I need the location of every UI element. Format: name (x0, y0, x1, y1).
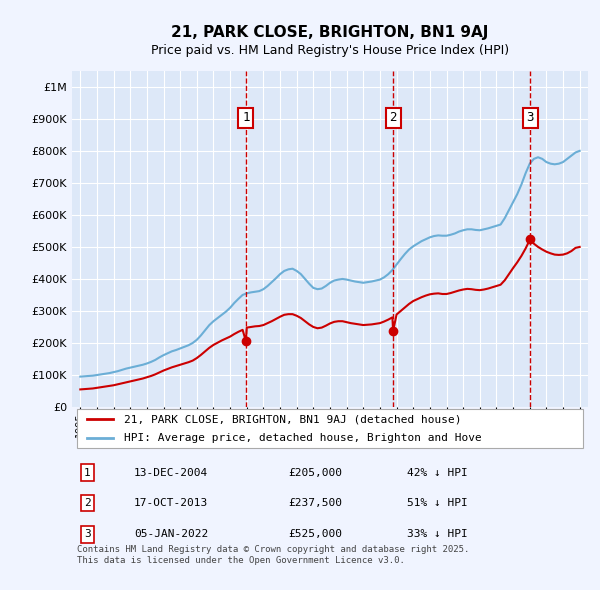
Text: 21, PARK CLOSE, BRIGHTON, BN1 9AJ: 21, PARK CLOSE, BRIGHTON, BN1 9AJ (172, 25, 488, 40)
Text: 42% ↓ HPI: 42% ↓ HPI (407, 468, 468, 478)
Text: 1: 1 (84, 468, 91, 478)
Text: HPI: Average price, detached house, Brighton and Hove: HPI: Average price, detached house, Brig… (124, 433, 481, 443)
Text: £205,000: £205,000 (289, 468, 343, 478)
Text: 21, PARK CLOSE, BRIGHTON, BN1 9AJ (detached house): 21, PARK CLOSE, BRIGHTON, BN1 9AJ (detac… (124, 414, 461, 424)
FancyBboxPatch shape (77, 409, 583, 448)
Text: 33% ↓ HPI: 33% ↓ HPI (407, 529, 468, 539)
Text: 3: 3 (84, 529, 91, 539)
Text: 3: 3 (526, 112, 534, 124)
Text: £237,500: £237,500 (289, 498, 343, 508)
Text: 2: 2 (84, 498, 91, 508)
Text: 2: 2 (389, 112, 397, 124)
Text: 1: 1 (242, 112, 250, 124)
Text: 17-OCT-2013: 17-OCT-2013 (134, 498, 208, 508)
Text: Contains HM Land Registry data © Crown copyright and database right 2025.
This d: Contains HM Land Registry data © Crown c… (77, 545, 470, 565)
Text: 13-DEC-2004: 13-DEC-2004 (134, 468, 208, 478)
Text: 51% ↓ HPI: 51% ↓ HPI (407, 498, 468, 508)
Text: £525,000: £525,000 (289, 529, 343, 539)
Text: Price paid vs. HM Land Registry's House Price Index (HPI): Price paid vs. HM Land Registry's House … (151, 44, 509, 57)
Text: 05-JAN-2022: 05-JAN-2022 (134, 529, 208, 539)
